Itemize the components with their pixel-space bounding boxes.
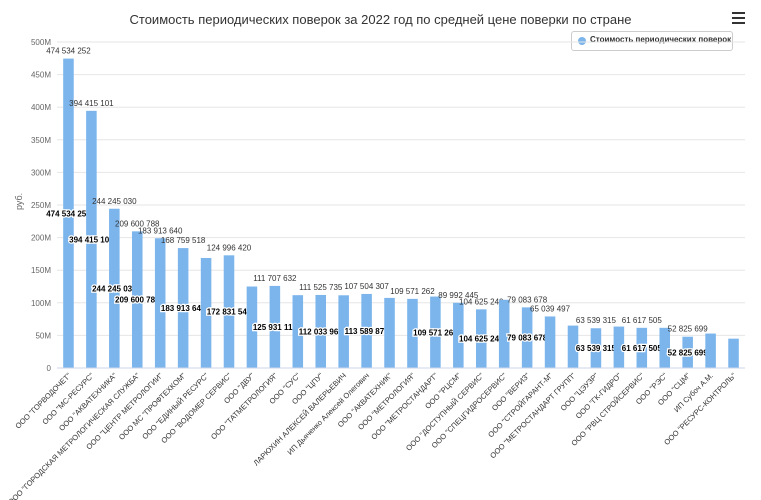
data-label: 61 617 505 xyxy=(622,316,663,325)
data-label: 79 083 678 xyxy=(507,295,548,304)
bar[interactable] xyxy=(109,208,120,368)
legend-swatch xyxy=(578,37,586,45)
data-label-inside: 172 831 545 xyxy=(207,308,252,317)
data-label: 89 992 445 xyxy=(438,291,479,300)
bar[interactable] xyxy=(384,297,395,368)
data-label-inside: 113 589 877 xyxy=(345,327,390,336)
bar[interactable] xyxy=(728,338,739,368)
data-label: 244 245 030 xyxy=(92,197,137,206)
data-label: 65 039 497 xyxy=(530,304,571,313)
bar[interactable] xyxy=(613,326,625,368)
data-label: 168 759 518 xyxy=(161,236,206,245)
data-label-inside: 104 625 240 xyxy=(459,335,504,344)
y-tick-label: 300M xyxy=(31,168,51,177)
bar[interactable] xyxy=(705,333,716,368)
data-label-inside: 109 571 262 xyxy=(413,328,458,337)
bar[interactable] xyxy=(200,257,212,368)
bar[interactable] xyxy=(131,231,143,368)
bar[interactable] xyxy=(453,302,464,368)
y-tick-label: 150M xyxy=(31,266,51,275)
data-label-inside: 125 931 112 xyxy=(253,323,298,332)
data-label-inside: 474 534 252 xyxy=(46,209,91,218)
data-label: 209 600 788 xyxy=(115,219,160,228)
data-label-inside: 61 617 505 xyxy=(622,344,663,353)
data-label-inside: 79 083 678 xyxy=(507,334,548,343)
data-label: 111 707 632 xyxy=(253,274,297,283)
y-tick-label: 100M xyxy=(31,299,51,308)
bar[interactable] xyxy=(567,325,579,368)
bar[interactable] xyxy=(361,293,372,368)
chart-title: Стоимость периодических поверок за 2022 … xyxy=(129,12,632,27)
data-label-inside: 63 539 315 xyxy=(576,344,617,353)
bar[interactable] xyxy=(430,296,441,368)
bar[interactable] xyxy=(269,285,281,368)
bar[interactable] xyxy=(682,336,693,368)
bar[interactable] xyxy=(475,309,487,368)
y-tick-label: 250M xyxy=(31,201,51,210)
bar[interactable] xyxy=(177,248,189,368)
data-label: 394 415 101 xyxy=(69,99,114,108)
bar[interactable] xyxy=(292,295,304,368)
data-label-inside: 244 245 030 xyxy=(92,284,137,293)
y-tick-label: 450M xyxy=(31,71,51,80)
bar[interactable] xyxy=(246,286,258,368)
bar[interactable] xyxy=(521,307,533,368)
data-label: 109 571 262 xyxy=(390,287,435,296)
data-label: 111 525 735 xyxy=(299,283,343,292)
bar[interactable] xyxy=(636,327,648,368)
data-label-inside: 394 415 101 xyxy=(69,235,114,244)
bar[interactable] xyxy=(498,299,510,368)
bar[interactable] xyxy=(86,110,97,368)
y-tick-label: 400M xyxy=(31,103,51,112)
legend-label: Стоимость периодических поверок xyxy=(590,35,732,44)
y-tick-label: 50M xyxy=(35,331,51,340)
data-label: 183 913 640 xyxy=(138,226,183,235)
data-label: 52 825 699 xyxy=(668,325,709,334)
bar[interactable] xyxy=(223,255,235,368)
data-label: 63 539 315 xyxy=(576,316,617,325)
legend-item[interactable]: Стоимость периодических поверок xyxy=(571,31,733,51)
bar[interactable] xyxy=(590,328,602,368)
data-label-inside: 183 913 640 xyxy=(161,304,206,313)
bar[interactable] xyxy=(407,298,418,368)
y-tick-label: 0 xyxy=(47,364,52,373)
bar[interactable] xyxy=(154,238,166,368)
y-tick-label: 500M xyxy=(31,38,51,47)
bar[interactable] xyxy=(63,58,74,368)
data-label: 107 504 307 xyxy=(344,282,389,291)
data-label-inside: 112 033 962 xyxy=(299,327,344,336)
data-label: 474 534 252 xyxy=(46,47,91,56)
data-label: 124 996 420 xyxy=(207,243,252,252)
data-label: 104 625 240 xyxy=(459,297,504,306)
data-label-inside: 52 825 699 xyxy=(668,348,709,357)
y-tick-label: 200M xyxy=(31,234,51,243)
bar[interactable] xyxy=(315,294,327,368)
hamburger-menu-icon[interactable] xyxy=(730,12,748,28)
y-tick-label: 350M xyxy=(31,136,51,145)
bar[interactable] xyxy=(338,295,349,368)
bar[interactable] xyxy=(544,316,556,368)
data-label-inside: 209 600 788 xyxy=(115,296,160,305)
bar[interactable] xyxy=(659,327,671,368)
